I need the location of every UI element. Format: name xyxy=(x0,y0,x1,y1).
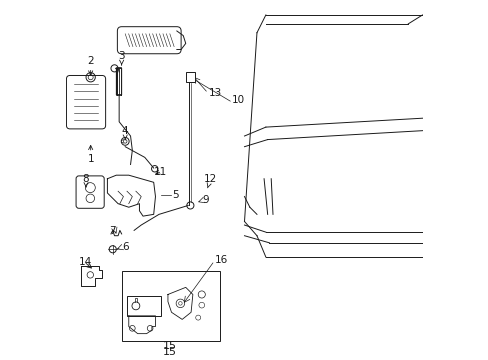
Text: 6: 6 xyxy=(122,243,129,252)
Text: 3: 3 xyxy=(118,51,125,65)
Text: 7: 7 xyxy=(108,226,115,237)
Polygon shape xyxy=(81,266,102,285)
FancyBboxPatch shape xyxy=(117,27,181,54)
Text: 15: 15 xyxy=(163,347,176,357)
Text: 14: 14 xyxy=(78,257,91,268)
FancyBboxPatch shape xyxy=(66,76,105,129)
FancyBboxPatch shape xyxy=(186,72,195,82)
Text: 5: 5 xyxy=(172,190,179,200)
Polygon shape xyxy=(107,175,155,216)
Polygon shape xyxy=(128,316,155,334)
FancyBboxPatch shape xyxy=(76,176,104,208)
Text: 2: 2 xyxy=(87,56,94,75)
Text: 9: 9 xyxy=(202,195,209,205)
Text: 8: 8 xyxy=(82,174,89,187)
Text: 12: 12 xyxy=(203,174,217,188)
Text: 10: 10 xyxy=(231,95,244,105)
Bar xyxy=(127,296,161,316)
Text: 16: 16 xyxy=(215,255,228,265)
Text: 1: 1 xyxy=(87,145,94,164)
Text: 4: 4 xyxy=(122,126,128,140)
Polygon shape xyxy=(167,287,192,319)
Text: 15: 15 xyxy=(162,341,176,351)
Bar xyxy=(122,271,219,341)
Text: 13: 13 xyxy=(208,88,222,98)
Text: 11: 11 xyxy=(154,167,167,177)
